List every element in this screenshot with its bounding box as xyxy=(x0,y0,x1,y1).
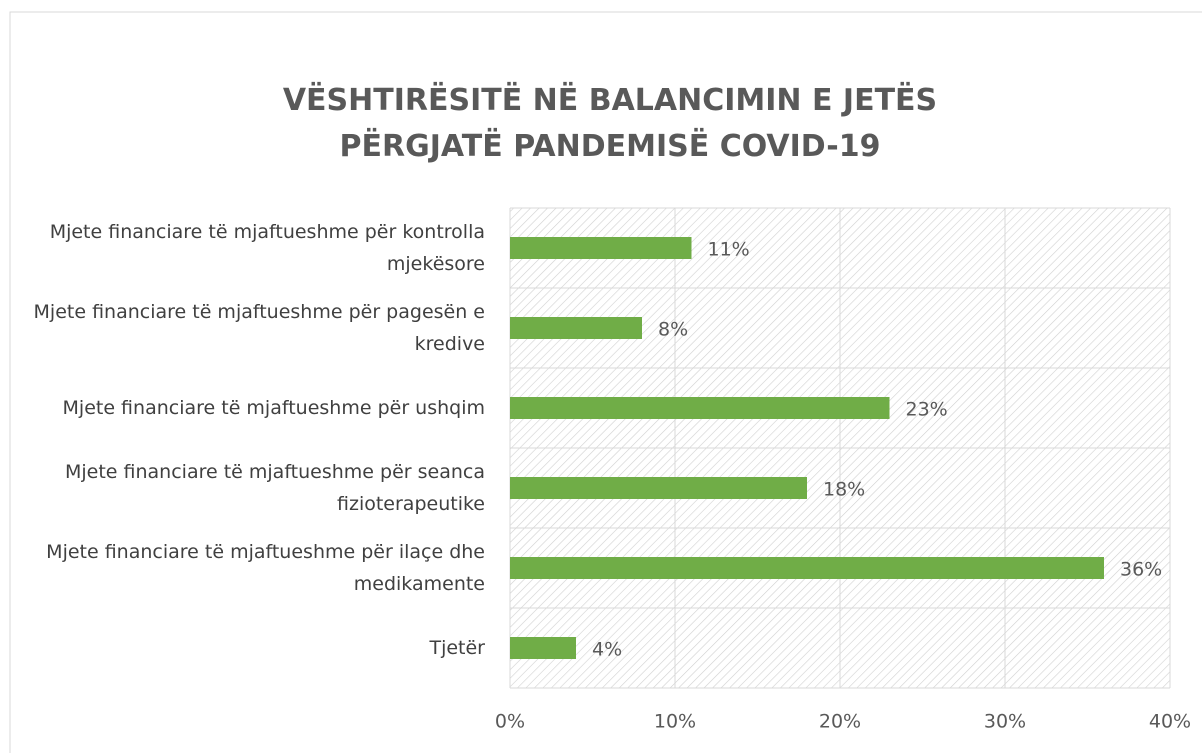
bar xyxy=(510,397,890,419)
x-tick-label: 10% xyxy=(654,711,696,733)
chart-title: VËSHTIRËSITË NË BALANCIMIN E JETËS PËRGJ… xyxy=(282,83,938,164)
bar xyxy=(510,237,692,259)
y-tick-label: Tjetër xyxy=(429,637,485,659)
x-tick-label: 0% xyxy=(495,711,525,733)
x-tick-label: 30% xyxy=(984,711,1026,733)
data-label: 11% xyxy=(708,239,750,261)
frame xyxy=(9,11,1202,753)
data-label: 23% xyxy=(906,399,948,421)
y-tick-label: Mjete financiare të mjaftueshme për kont… xyxy=(49,221,485,275)
bar xyxy=(510,317,642,339)
data-label: 18% xyxy=(823,479,865,501)
x-tick-label: 40% xyxy=(1149,711,1191,733)
data-label: 4% xyxy=(592,639,622,661)
bar xyxy=(510,557,1104,579)
x-tick-label: 20% xyxy=(819,711,861,733)
y-tick-label: Mjete financiare të mjaftueshme për ilaç… xyxy=(46,541,485,595)
y-tick-label: Mjete financiare të mjaftueshme për page… xyxy=(33,301,485,355)
y-tick-label: Mjete financiare të mjaftueshme për ushq… xyxy=(62,397,485,419)
data-label: 8% xyxy=(658,319,688,341)
bar xyxy=(510,477,807,499)
bar xyxy=(510,637,576,659)
y-tick-label: Mjete financiare të mjaftueshme për sean… xyxy=(64,461,485,515)
data-label: 36% xyxy=(1120,559,1162,581)
